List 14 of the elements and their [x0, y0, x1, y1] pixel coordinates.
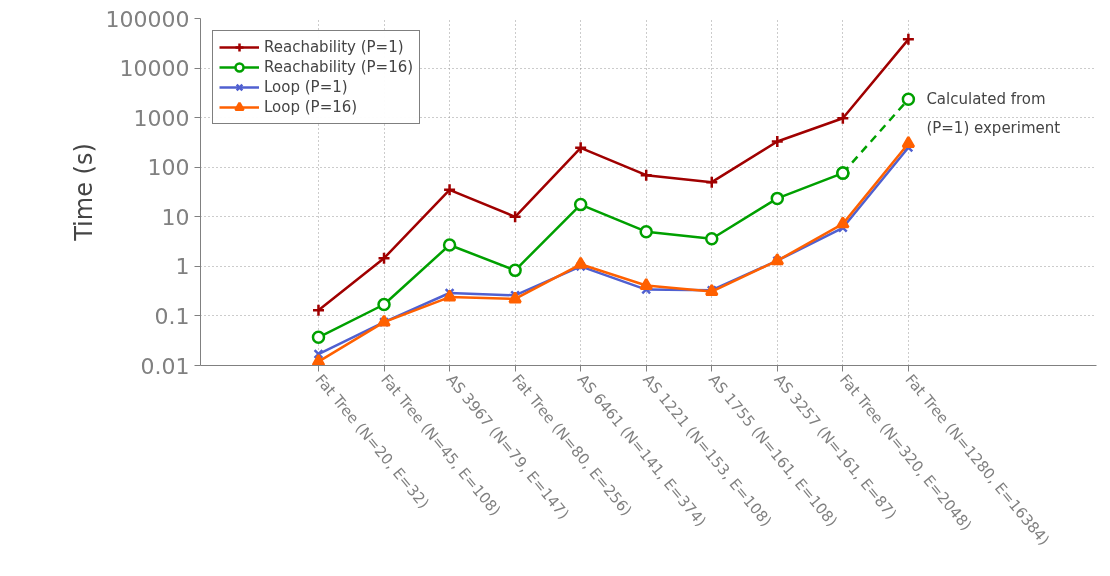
y-tick-label: 10000 — [119, 56, 190, 82]
y-tick-label: 10 — [161, 204, 190, 230]
annotation: Calculated from (P=1) experiment — [926, 90, 1061, 138]
legend-label: Loop (P=1) — [264, 78, 348, 96]
y-tick-label: 1000 — [133, 105, 190, 131]
legend-label: Loop (P=16) — [264, 98, 358, 116]
y-tick-label: 100 — [147, 155, 190, 181]
y-axis-title: Time (s) — [69, 143, 98, 242]
y-tick-label: 0.01 — [140, 353, 190, 379]
y-tick-label: 100000 — [105, 6, 190, 32]
legend-label: Reachability (P=16) — [264, 58, 414, 76]
y-tick-label: 0.1 — [154, 303, 190, 329]
y-tick-label: 1 — [175, 254, 190, 280]
legend-label: Reachability (P=1) — [264, 38, 404, 56]
